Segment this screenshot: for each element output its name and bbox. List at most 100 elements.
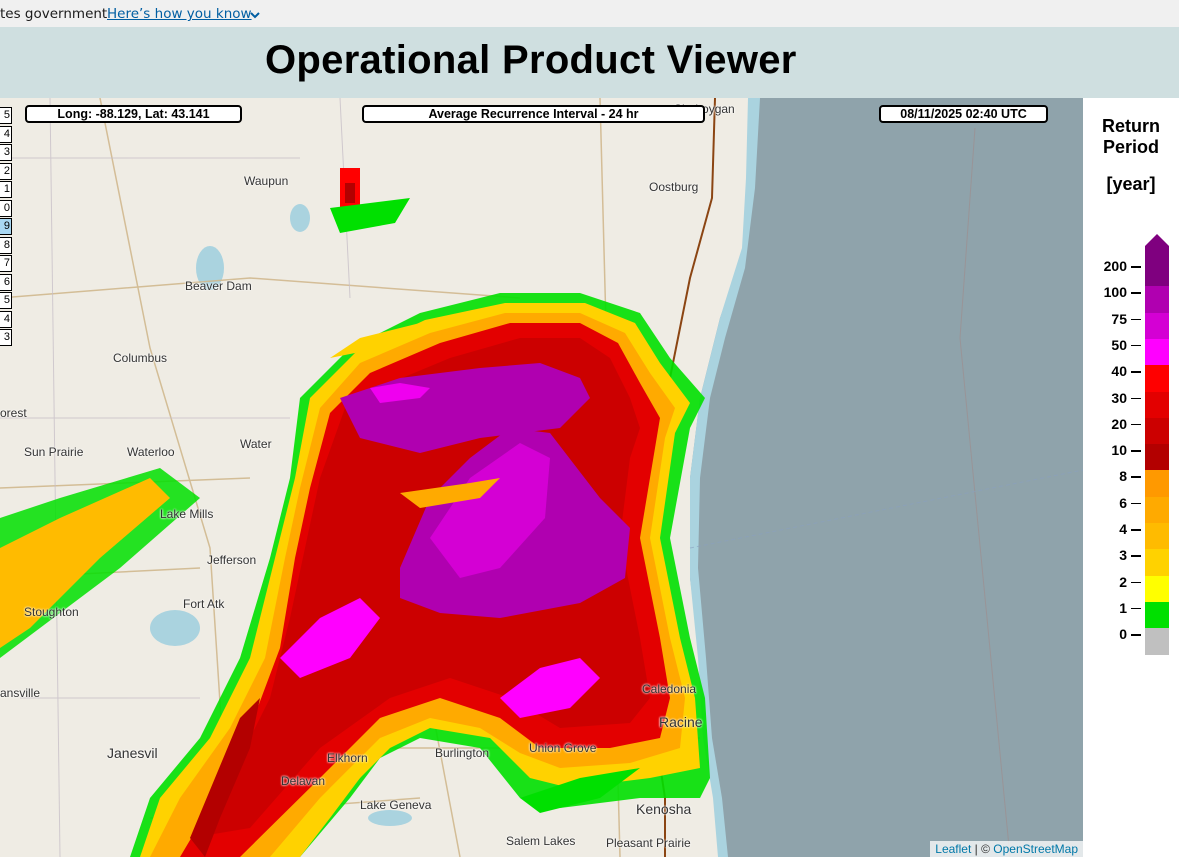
legend-label: 40 [1111, 363, 1127, 380]
legend-tick [1131, 423, 1141, 426]
place-label: Janesvil [107, 745, 158, 761]
legend-title-line1: Return [1102, 116, 1160, 136]
layer-tab[interactable]: 6 [0, 273, 12, 291]
legend-tick [1131, 344, 1141, 347]
layer-tab[interactable]: 2 [0, 162, 12, 180]
map-view[interactable]: Sheboygan Waupun Oostburg Beaver Dam Col… [0, 98, 1083, 857]
layer-tab[interactable]: 0 [0, 199, 12, 217]
legend-swatch [1145, 286, 1169, 314]
layer-tab[interactable]: 4 [0, 310, 12, 328]
legend-label: 200 [1103, 258, 1127, 274]
legend-swatch [1145, 417, 1169, 445]
legend-swatch [1145, 260, 1169, 287]
lake-michigan [690, 98, 1083, 857]
legend-title-line2: Period [1102, 137, 1159, 157]
legend-tick [1131, 266, 1141, 268]
product-label: Average Recurrence Interval - 24 hr [362, 105, 705, 123]
legend-panel: Return Period [year] 200 100 75 50 40 30 20 10 8… [1083, 98, 1179, 857]
legend-tick [1131, 371, 1141, 373]
legend-label: 6 [1119, 494, 1127, 511]
place-label: Racine [659, 714, 703, 730]
place-label: Columbus [113, 351, 168, 365]
datetime-label: 08/11/2025 02:40 UTC [879, 105, 1048, 123]
layer-tab[interactable]: 3 [0, 329, 12, 346]
place-label: Waterloo [127, 445, 175, 459]
heres-how-you-know-link[interactable]: Here’s how you know [107, 6, 252, 22]
legend-tick [1131, 292, 1141, 294]
legend-label: 20 [1111, 415, 1127, 432]
place-label: Oostburg [649, 180, 699, 194]
osm-link[interactable]: OpenStreetMap [993, 842, 1078, 856]
gov-banner-text: tes government [0, 6, 108, 22]
leaflet-link[interactable]: Leaflet [935, 842, 972, 856]
legend-swatch [1145, 365, 1169, 392]
legend-tick [1131, 502, 1141, 505]
layer-tab[interactable]: 7 [0, 255, 12, 272]
legend-tick [1131, 555, 1141, 557]
legend-swatch [1145, 470, 1169, 498]
place-label: Pleasant Prairie [606, 836, 691, 850]
map-attribution: Leaflet | © OpenStreetMap [930, 841, 1083, 857]
layer-tab[interactable]: 3 [0, 144, 12, 161]
place-label: Union Grove [529, 741, 597, 755]
map-canvas[interactable] [0, 98, 1083, 857]
legend-label: 100 [1103, 284, 1127, 301]
legend-label: 8 [1119, 468, 1127, 485]
place-label: Stoughton [24, 605, 79, 619]
legend-tick [1131, 476, 1141, 478]
place-label: ansville [0, 686, 41, 700]
lake-shore-light [690, 98, 760, 857]
layer-tab[interactable]: 5 [0, 292, 12, 309]
layer-tab[interactable]: 5 [0, 107, 12, 124]
legend-tick [1131, 529, 1141, 531]
place-label: Jefferson [207, 553, 257, 567]
coords-readout: Long: -88.129, Lat: 43.141 [25, 105, 242, 123]
place-label: Fort Atk [183, 597, 225, 611]
legend-swatch [1145, 523, 1169, 550]
legend-swatch [1145, 549, 1169, 577]
legend-tick [1131, 318, 1141, 321]
place-label: Delavan [281, 774, 326, 788]
place-label: Beaver Dam [185, 279, 252, 293]
legend-tick [1131, 450, 1141, 452]
layer-tab[interactable]: 4 [0, 125, 12, 143]
legend-label: 2 [1119, 573, 1127, 590]
legend-label: 10 [1111, 442, 1127, 459]
legend-label: 0 [1119, 626, 1127, 643]
legend-swatch [1145, 338, 1169, 366]
legend-label: 4 [1119, 521, 1127, 537]
legend-unit: [year] [1106, 174, 1156, 194]
place-label: Caledonia [642, 682, 697, 696]
page-title: Operational Product Viewer [265, 38, 797, 82]
legend-tick [1131, 397, 1141, 399]
legend-arrow-icon [1145, 234, 1169, 260]
place-label: Kenosha [636, 801, 692, 817]
place-label: Sun Prairie [24, 445, 84, 459]
place-label: Salem Lakes [506, 834, 576, 848]
chevron-down-icon[interactable] [249, 9, 261, 21]
place-label: Lake Mills [160, 507, 214, 521]
place-label: Lake Geneva [360, 798, 432, 812]
gov-banner: tes government Here’s how you know [0, 0, 1179, 27]
legend-label: 1 [1119, 599, 1127, 616]
place-label: Waupun [244, 174, 289, 188]
legend-label: 30 [1111, 389, 1127, 406]
legend-tick [1131, 607, 1141, 610]
layer-tab[interactable]: 1 [0, 181, 12, 198]
ari-overlay [0, 168, 710, 857]
legend-swatch [1145, 575, 1169, 603]
place-label: Water [240, 437, 272, 451]
legend-label: 50 [1111, 336, 1127, 353]
attribution-separator: | © [971, 842, 994, 856]
place-label: orest [0, 406, 27, 420]
layer-tab[interactable]: 8 [0, 236, 12, 254]
legend-swatch [1145, 628, 1169, 655]
place-label: Burlington [435, 746, 490, 760]
title-bar [0, 27, 1179, 98]
legend-label: 75 [1111, 310, 1127, 327]
legend-swatch [1145, 601, 1169, 629]
layer-tab-selected[interactable]: 9 [0, 218, 12, 235]
legend-swatch [1145, 444, 1169, 471]
legend-tick [1131, 581, 1141, 584]
legend-swatch [1145, 391, 1169, 419]
